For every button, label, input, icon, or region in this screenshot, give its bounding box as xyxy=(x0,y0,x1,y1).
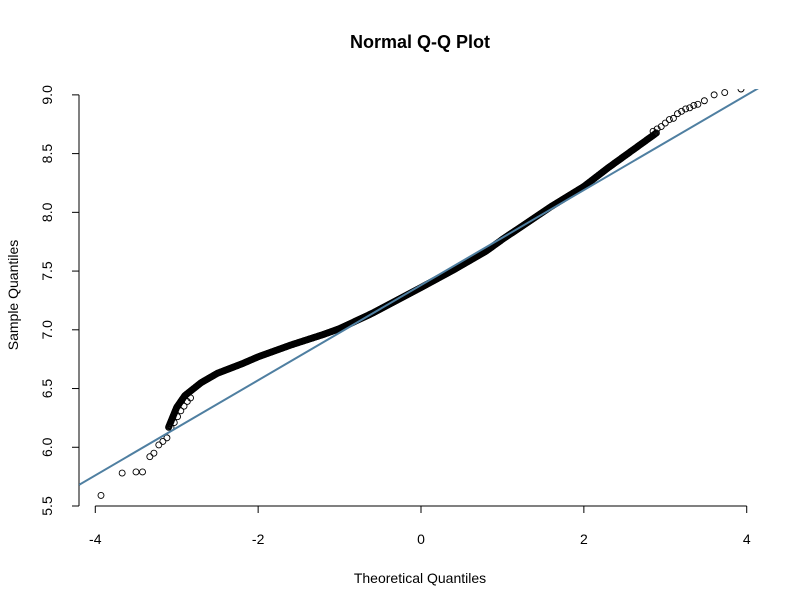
qq-point xyxy=(669,114,677,122)
x-tick-label: 2 xyxy=(580,531,588,547)
reference-line xyxy=(79,89,759,486)
qq-point xyxy=(163,434,171,442)
plot-area xyxy=(79,89,759,499)
qq-point xyxy=(652,129,660,137)
y-axis-label: Sample Quantiles xyxy=(5,240,21,351)
y-tick-label: 7.0 xyxy=(39,320,55,340)
y-tick-label: 6.0 xyxy=(39,437,55,457)
qq-point xyxy=(118,469,126,477)
qq-point xyxy=(721,89,729,96)
qq-point xyxy=(187,394,195,402)
qq-point xyxy=(665,116,673,123)
qq-point xyxy=(710,91,718,99)
x-axis: -4 -2 0 2 4 xyxy=(89,505,751,547)
x-tick-label: -4 xyxy=(89,531,102,547)
qq-point xyxy=(694,100,702,108)
qq-point xyxy=(653,125,661,133)
qq-point xyxy=(690,101,698,109)
qq-point xyxy=(159,437,167,445)
qq-point xyxy=(183,398,191,405)
qq-point xyxy=(657,123,665,131)
qq-point xyxy=(170,419,178,427)
qq-point xyxy=(139,468,146,476)
chart-title: Normal Q-Q Plot xyxy=(350,32,490,52)
qq-point xyxy=(661,119,669,127)
x-axis-label: Theoretical Quantiles xyxy=(354,570,486,586)
qq-point xyxy=(174,413,181,421)
x-tick-label: -2 xyxy=(252,531,265,547)
qq-point xyxy=(649,127,657,135)
qq-point xyxy=(678,107,686,115)
y-tick-label: 8.5 xyxy=(39,144,55,164)
qq-point xyxy=(686,104,694,112)
qq-point xyxy=(177,407,185,415)
qq-point xyxy=(700,97,708,105)
qq-point xyxy=(674,110,681,118)
x-tick-label: 0 xyxy=(417,531,425,547)
qq-point xyxy=(155,441,163,449)
qq-point xyxy=(146,453,154,461)
qq-point xyxy=(180,402,188,410)
qq-point xyxy=(150,449,158,457)
qq-point xyxy=(737,89,745,93)
y-tick-label: 9.0 xyxy=(39,85,55,105)
qq-point xyxy=(132,468,140,476)
y-tick-label: 7.5 xyxy=(39,261,55,281)
qq-point xyxy=(650,131,658,138)
qq-point xyxy=(97,491,105,499)
y-tick-label: 6.5 xyxy=(39,379,55,399)
y-tick-label: 8.0 xyxy=(39,202,55,222)
x-tick-label: 4 xyxy=(743,531,751,547)
qq-point xyxy=(682,105,690,113)
y-tick-label: 5.5 xyxy=(39,496,55,516)
y-axis: 5.5 6.0 6.5 7.0 7.5 8.0 8.5 9.0 xyxy=(39,85,80,516)
